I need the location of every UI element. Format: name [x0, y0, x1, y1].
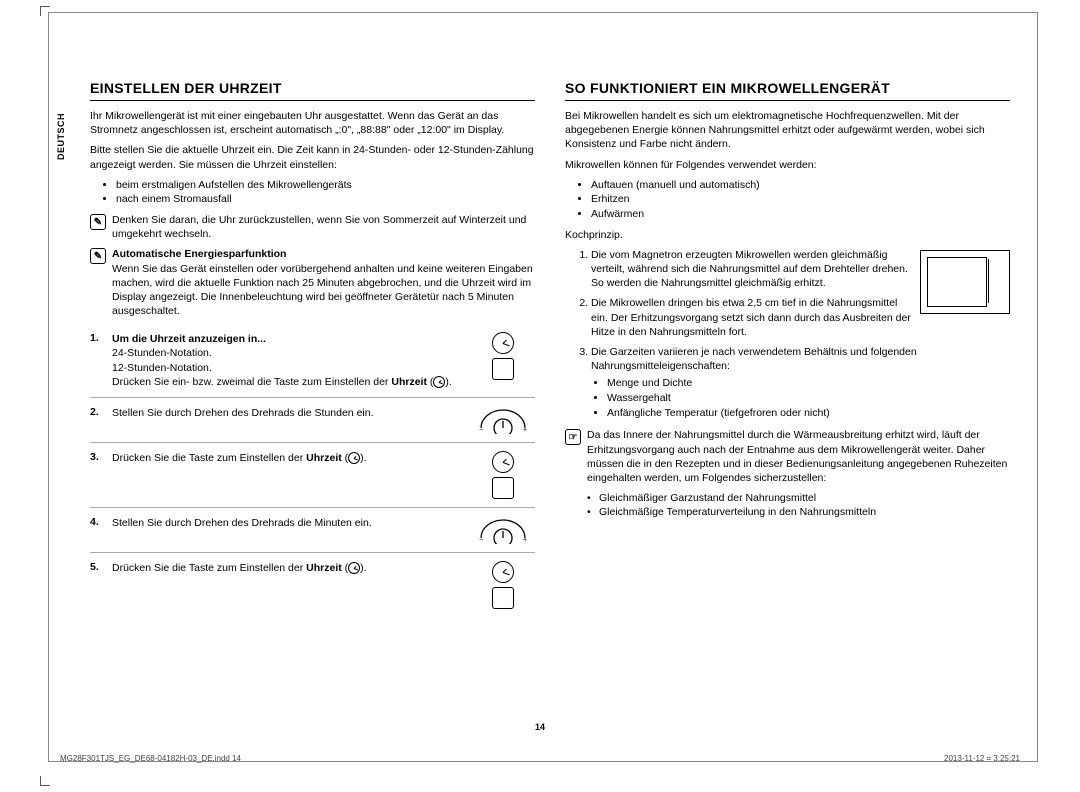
step-5-b: Uhrzeit [306, 562, 342, 574]
principle-3-text: Die Garzeiten variieren je nach verwende… [591, 346, 917, 372]
clock-inline-icon [348, 452, 360, 464]
step-5-text: Drücken Sie die Taste zum Einstellen der… [112, 561, 463, 575]
right-p1: Bei Mikrowellen handelt es sich um elekt… [565, 109, 1010, 152]
step-3-a: Drücken Sie die Taste zum Einstellen der [112, 452, 306, 464]
step-1-bold: Um die Uhrzeit anzuzeigen in... [112, 333, 266, 345]
language-tab: DEUTSCH [56, 113, 66, 160]
note-energy-text: Automatische Energiesparfunktion Wenn Si… [112, 247, 535, 318]
step-5-a: Drücken Sie die Taste zum Einstellen der [112, 562, 306, 574]
crop-mark-bl [40, 776, 50, 786]
step-3-icons [471, 451, 535, 499]
step-2-num: 2. [90, 406, 104, 418]
svg-text:−: − [479, 537, 483, 544]
step-1-num: 1. [90, 332, 104, 344]
step-5: 5. Drücken Sie die Taste zum Einstellen … [90, 553, 535, 617]
step-1: 1. Um die Uhrzeit anzuzeigen in... 24-St… [90, 324, 535, 398]
bullet-defrost: Auftauen (manuell und automatisch) [591, 178, 1010, 193]
clock-inline-icon [433, 376, 445, 388]
step-5-num: 5. [90, 561, 104, 573]
step-1-l3a: Drücken Sie ein- bzw. zweimal die Taste … [112, 376, 391, 388]
clock-icon [492, 451, 514, 473]
svg-text:−: − [479, 427, 483, 434]
intro-1: Ihr Mikrowellengerät ist mit einer einge… [90, 109, 535, 137]
principle-3-bullets: Menge und Dichte Wassergehalt Anfänglich… [591, 376, 1010, 420]
prop-water: Wassergehalt [607, 391, 1010, 406]
note-icon: ✎ [90, 248, 106, 264]
footer-timestamp: 2013-11-12 ⌗ 3:25:21 [944, 754, 1020, 764]
intro-2: Bitte stellen Sie die aktuelle Uhrzeit e… [90, 143, 535, 171]
button-square-icon [492, 358, 514, 380]
dial-icon: −+ [477, 406, 529, 434]
bullet-heat: Erhitzen [591, 192, 1010, 207]
step-4-icons: −+ [471, 516, 535, 544]
note-resting: ☞ Da das Innere der Nahrungsmittel durch… [565, 428, 1010, 519]
heading-clock: EINSTELLEN DER UHRZEIT [90, 80, 535, 101]
step-2: 2. Stellen Sie durch Drehen des Drehrads… [90, 398, 535, 443]
clock-icon [492, 332, 514, 354]
use-bullets: Auftauen (manuell und automatisch) Erhit… [565, 178, 1010, 222]
note-dst-text: Denken Sie daran, die Uhr zurückzustelle… [112, 213, 535, 241]
button-square-icon [492, 587, 514, 609]
step-1-l2: 12-Stunden-Notation. [112, 362, 212, 374]
step-1-l1: 24-Stunden-Notation. [112, 347, 212, 359]
page-number: 14 [535, 722, 545, 732]
svg-text:+: + [523, 537, 527, 544]
left-column: EINSTELLEN DER UHRZEIT Ihr Mikrowellenge… [90, 80, 535, 617]
setup-bullets: beim erstmaligen Aufstellen des Mikrowel… [90, 178, 535, 207]
step-3-b: Uhrzeit [306, 452, 342, 464]
bullet-power-fail: nach einem Stromausfall [116, 192, 535, 207]
step-3: 3. Drücken Sie die Taste zum Einstellen … [90, 443, 535, 508]
microwave-illustration [920, 250, 1010, 314]
dial-icon: −+ [477, 516, 529, 544]
note-energy-title: Automatische Energiesparfunktion [112, 248, 286, 260]
right-p3: Kochprinzip. [565, 228, 1010, 242]
resting-b2: Gleichmäßige Temperaturverteilung in den… [587, 505, 1010, 519]
step-1-icons [471, 332, 535, 380]
step-1-l3b: Uhrzeit [391, 376, 427, 388]
note-dst: ✎ Denken Sie daran, die Uhr zurückzustel… [90, 213, 535, 241]
right-column: SO FUNKTIONIERT EIN MIKROWELLENGERÄT Bei… [565, 80, 1010, 617]
step-3-text: Drücken Sie die Taste zum Einstellen der… [112, 451, 463, 465]
footer: MG28F301TJS_EG_DE68-04182H-03_DE.indd 14… [60, 754, 1020, 764]
clock-icon [492, 561, 514, 583]
bullet-first-setup: beim erstmaligen Aufstellen des Mikrowel… [116, 178, 535, 193]
step-2-text: Stellen Sie durch Drehen des Drehrads di… [112, 406, 463, 420]
prop-density: Menge und Dichte [607, 376, 1010, 391]
note-energy: ✎ Automatische Energiesparfunktion Wenn … [90, 247, 535, 318]
footer-filename: MG28F301TJS_EG_DE68-04182H-03_DE.indd 14 [60, 754, 241, 764]
step-4-text: Stellen Sie durch Drehen des Drehrads di… [112, 516, 463, 530]
button-square-icon [492, 477, 514, 499]
note-resting-text: Da das Innere der Nahrungsmittel durch d… [587, 428, 1010, 519]
resting-b1: Gleichmäßiger Garzustand der Nahrungsmit… [587, 491, 1010, 505]
step-4-num: 4. [90, 516, 104, 528]
step-4: 4. Stellen Sie durch Drehen des Drehrads… [90, 508, 535, 553]
hand-note-icon: ☞ [565, 429, 581, 445]
step-2-icons: −+ [471, 406, 535, 434]
content-columns: EINSTELLEN DER UHRZEIT Ihr Mikrowellenge… [90, 80, 1010, 617]
step-3-num: 3. [90, 451, 104, 463]
heading-how-works: SO FUNKTIONIERT EIN MIKROWELLENGERÄT [565, 80, 1010, 101]
prop-temp: Anfängliche Temperatur (tiefgefroren ode… [607, 406, 1010, 421]
bullet-reheat: Aufwärmen [591, 207, 1010, 222]
note-resting-body: Da das Innere der Nahrungsmittel durch d… [587, 429, 1007, 484]
note-energy-body: Wenn Sie das Gerät einstellen oder vorüb… [112, 263, 533, 318]
step-1-text: Um die Uhrzeit anzuzeigen in... 24-Stund… [112, 332, 463, 389]
right-p2: Mikrowellen können für Folgendes verwend… [565, 158, 1010, 172]
svg-text:+: + [523, 427, 527, 434]
step-5-icons [471, 561, 535, 609]
principle-3: Die Garzeiten variieren je nach verwende… [591, 345, 1010, 420]
clock-inline-icon [348, 562, 360, 574]
note-icon: ✎ [90, 214, 106, 230]
